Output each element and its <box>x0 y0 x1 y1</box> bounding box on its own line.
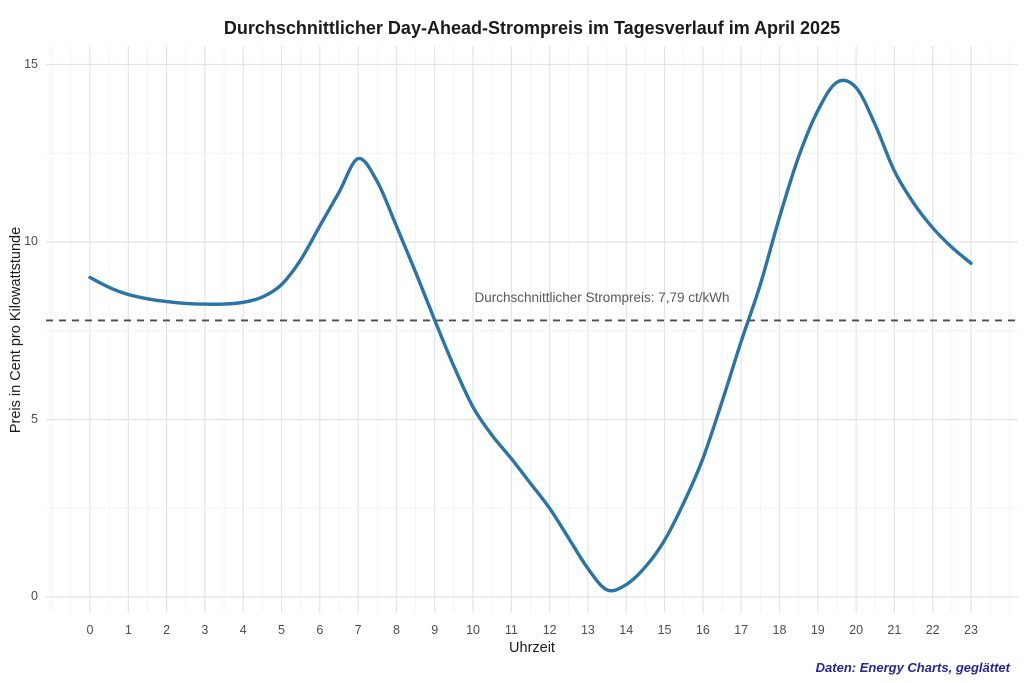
x-tick-label: 5 <box>278 623 285 637</box>
x-tick-label: 18 <box>772 623 787 637</box>
x-tick-label: 10 <box>466 623 480 637</box>
x-tick-label: 7 <box>354 623 362 637</box>
x-tick-label: 12 <box>542 623 557 637</box>
source-credit: Daten: Energy Charts, geglättet <box>815 660 1010 675</box>
x-tick-label: 16 <box>695 623 710 637</box>
x-tick-label: 14 <box>619 623 634 637</box>
x-tick-label: 17 <box>734 623 749 637</box>
x-tick-label: 8 <box>392 623 400 637</box>
x-tick-label: 23 <box>964 623 978 637</box>
x-tick-label: 13 <box>580 623 595 637</box>
x-tick-label: 21 <box>887 623 902 637</box>
y-tick-label: 5 <box>31 411 38 426</box>
chart-title: Durchschnittlicher Day-Ahead-Strompreis … <box>223 18 841 38</box>
y-tick-label: 15 <box>24 56 38 71</box>
x-tick-label: 19 <box>810 623 825 637</box>
x-tick-label: 2 <box>163 623 171 637</box>
x-tick-label: 6 <box>316 623 324 637</box>
y-tick-label: 10 <box>24 234 38 248</box>
price-curve <box>88 78 973 593</box>
average-price-label: Durchschnittlicher Strompreis: 7,79 ct/k… <box>474 290 730 305</box>
y-tick-label: 0 <box>31 589 38 603</box>
x-tick-label: 1 <box>124 623 132 637</box>
x-tick-label: 11 <box>504 623 518 637</box>
x-tick-label: 22 <box>925 623 940 637</box>
x-tick-label: 15 <box>657 623 672 637</box>
x-tick-label: 4 <box>239 623 247 637</box>
y-axis-title: Preis in Cent pro Kilowattstunde <box>8 226 24 434</box>
x-tick-label: 0 <box>86 623 94 637</box>
x-tick-label: 9 <box>431 623 439 637</box>
x-tick-label: 20 <box>849 623 864 637</box>
x-tick-label: 3 <box>201 623 209 637</box>
x-axis-title: Uhrzeit <box>509 640 555 656</box>
